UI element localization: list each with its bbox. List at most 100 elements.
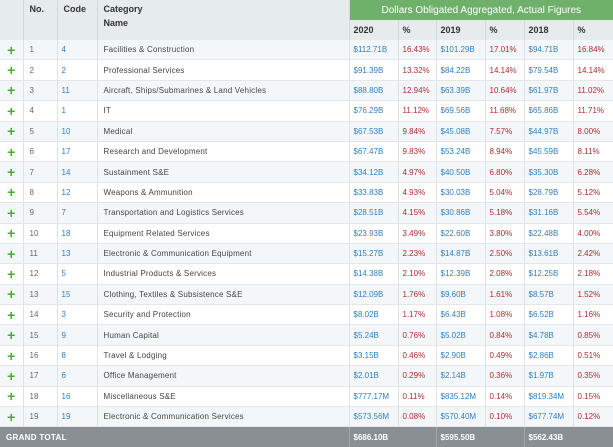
table-row[interactable]: +14 3 Security and Protection $8.02B 1.17% $6… [0, 304, 613, 326]
row-value-2020[interactable]: $67.47B [348, 141, 398, 163]
plus-icon[interactable]: + [0, 100, 23, 122]
row-value-2018[interactable]: $28.79B [523, 182, 573, 204]
plus-icon[interactable]: + [0, 202, 23, 224]
row-code[interactable]: 14 [56, 161, 97, 183]
table-row[interactable]: +16 8 Travel & Lodging $3.15B 0.46% $2.90B 0.4… [0, 345, 613, 367]
table-row[interactable]: +19 19 Electronic & Communication Services… [0, 406, 613, 428]
plus-icon[interactable]: + [0, 59, 23, 81]
row-value-2020[interactable]: $88.80B [348, 80, 398, 102]
table-row[interactable]: +11 13 Electronic & Communication Equipmen… [0, 243, 613, 265]
row-value-2018[interactable]: $65.86B [523, 100, 573, 122]
row-value-2019[interactable]: $14.87B [435, 243, 485, 265]
row-value-2020[interactable]: $777.17M [348, 386, 398, 408]
row-value-2020[interactable]: $14.38B [348, 263, 398, 285]
row-value-2020[interactable]: $67.53B [348, 121, 398, 142]
row-value-2018[interactable]: $94.71B [523, 40, 573, 61]
header-category[interactable]: Category Name [97, 0, 350, 40]
plus-icon[interactable]: + [0, 161, 23, 183]
row-code[interactable]: 17 [56, 141, 97, 163]
plus-icon[interactable]: + [0, 141, 23, 163]
plus-icon[interactable]: + [0, 263, 23, 285]
plus-icon[interactable]: + [0, 345, 23, 367]
row-code[interactable]: 11 [56, 80, 97, 102]
row-value-2020[interactable]: $34.12B [348, 161, 398, 183]
row-value-2020[interactable]: $112.71B [348, 40, 398, 61]
row-value-2018[interactable]: $44.97B [523, 121, 573, 142]
row-code[interactable]: 15 [56, 284, 97, 306]
header-year-2019[interactable]: 2019 [436, 20, 486, 40]
plus-icon[interactable]: + [0, 40, 23, 61]
header-pct-2019[interactable]: % [485, 20, 525, 40]
plus-icon[interactable]: + [0, 243, 23, 265]
row-value-2020[interactable]: $573.56M [348, 406, 398, 428]
row-code[interactable]: 12 [56, 182, 97, 204]
plus-icon[interactable]: + [0, 324, 23, 346]
table-row[interactable]: +9 7 Transportation and Logistics Services… [0, 202, 613, 224]
row-value-2019[interactable]: $40.50B [435, 161, 485, 183]
row-value-2020[interactable]: $5.24B [348, 324, 398, 346]
row-value-2018[interactable]: $4.78B [523, 324, 573, 346]
row-code[interactable]: 9 [56, 324, 97, 346]
table-row[interactable]: +4 1 IT $76.29B 11.12% $69.56B 11.68% $65.86B 11… [0, 100, 613, 122]
row-value-2019[interactable]: $835.12M [435, 386, 485, 408]
row-code[interactable]: 13 [56, 243, 97, 265]
table-row[interactable]: +2 2 Professional Services $91.39B 13.32% $84… [0, 59, 613, 81]
plus-icon[interactable]: + [0, 406, 23, 428]
table-row[interactable]: +3 11 Aircraft, Ships/Submarines & Land Ve… [0, 80, 613, 102]
row-code[interactable]: 2 [56, 59, 97, 81]
row-code[interactable]: 7 [56, 202, 97, 224]
row-value-2019[interactable]: $22.60B [435, 223, 485, 244]
row-value-2018[interactable]: $8.57B [523, 284, 573, 306]
header-year-2020[interactable]: 2020 [349, 20, 399, 40]
row-value-2019[interactable]: $84.22B [435, 59, 485, 81]
row-value-2018[interactable]: $45.59B [523, 141, 573, 163]
header-pct-2018[interactable]: % [573, 20, 613, 40]
row-value-2020[interactable]: $8.02B [348, 304, 398, 326]
row-code[interactable]: 19 [56, 406, 97, 428]
row-code[interactable]: 16 [56, 386, 97, 408]
header-no[interactable]: No. [23, 0, 58, 40]
row-value-2020[interactable]: $15.27B [348, 243, 398, 265]
plus-icon[interactable]: + [0, 80, 23, 102]
row-value-2018[interactable]: $1.97B [523, 365, 573, 387]
row-code[interactable]: 5 [56, 263, 97, 285]
table-row[interactable]: +18 16 Miscellaneous S&E $777.17M 0.11% $835.… [0, 386, 613, 408]
row-code[interactable]: 4 [56, 40, 97, 61]
row-value-2018[interactable]: $819.34M [523, 386, 573, 408]
plus-icon[interactable]: + [0, 304, 23, 326]
row-value-2020[interactable]: $91.39B [348, 59, 398, 81]
table-row[interactable]: +8 12 Weapons & Ammunition $33.83B 4.93% $30.… [0, 182, 613, 204]
table-row[interactable]: +7 14 Sustainment S&E $34.12B 4.97% $40.50B 6.… [0, 161, 613, 183]
row-value-2018[interactable]: $61.97B [523, 80, 573, 102]
table-row[interactable]: +5 10 Medical $67.53B 9.84% $45.08B 7.57% $44.9… [0, 121, 613, 142]
row-code[interactable]: 18 [56, 223, 97, 244]
row-value-2020[interactable]: $23.93B [348, 223, 398, 244]
row-value-2018[interactable]: $2.86B [523, 345, 573, 367]
table-row[interactable]: +12 5 Industrial Products & Services $14.38… [0, 263, 613, 285]
row-value-2018[interactable]: $6.52B [523, 304, 573, 326]
row-value-2019[interactable]: $9.60B [435, 284, 485, 306]
row-value-2019[interactable]: $30.86B [435, 202, 485, 224]
row-value-2018[interactable]: $35.30B [523, 161, 573, 183]
plus-icon[interactable]: + [0, 365, 23, 387]
plus-icon[interactable]: + [0, 223, 23, 244]
table-row[interactable]: +10 18 Equipment Related Services $23.93B 3.… [0, 223, 613, 244]
row-value-2019[interactable]: $5.02B [435, 324, 485, 346]
header-code[interactable]: Code [57, 0, 98, 40]
row-value-2019[interactable]: $30.03B [435, 182, 485, 204]
plus-icon[interactable]: + [0, 386, 23, 408]
row-code[interactable]: 1 [56, 100, 97, 122]
table-row[interactable]: +1 4 Facilities & Construction $112.71B 16.4… [0, 40, 613, 61]
row-value-2020[interactable]: $12.09B [348, 284, 398, 306]
plus-icon[interactable]: + [0, 284, 23, 306]
table-row[interactable]: +6 17 Research and Development $67.47B 9.83%… [0, 141, 613, 163]
row-code[interactable]: 3 [56, 304, 97, 326]
row-value-2020[interactable]: $2.01B [348, 365, 398, 387]
header-pct-2020[interactable]: % [398, 20, 437, 40]
table-row[interactable]: +17 6 Office Management $2.01B 0.29% $2.14B 0.… [0, 365, 613, 387]
row-value-2019[interactable]: $53.24B [435, 141, 485, 163]
row-value-2019[interactable]: $6.43B [435, 304, 485, 326]
plus-icon[interactable]: + [0, 121, 23, 142]
row-value-2018[interactable]: $12.25B [523, 263, 573, 285]
row-code[interactable]: 8 [56, 345, 97, 367]
